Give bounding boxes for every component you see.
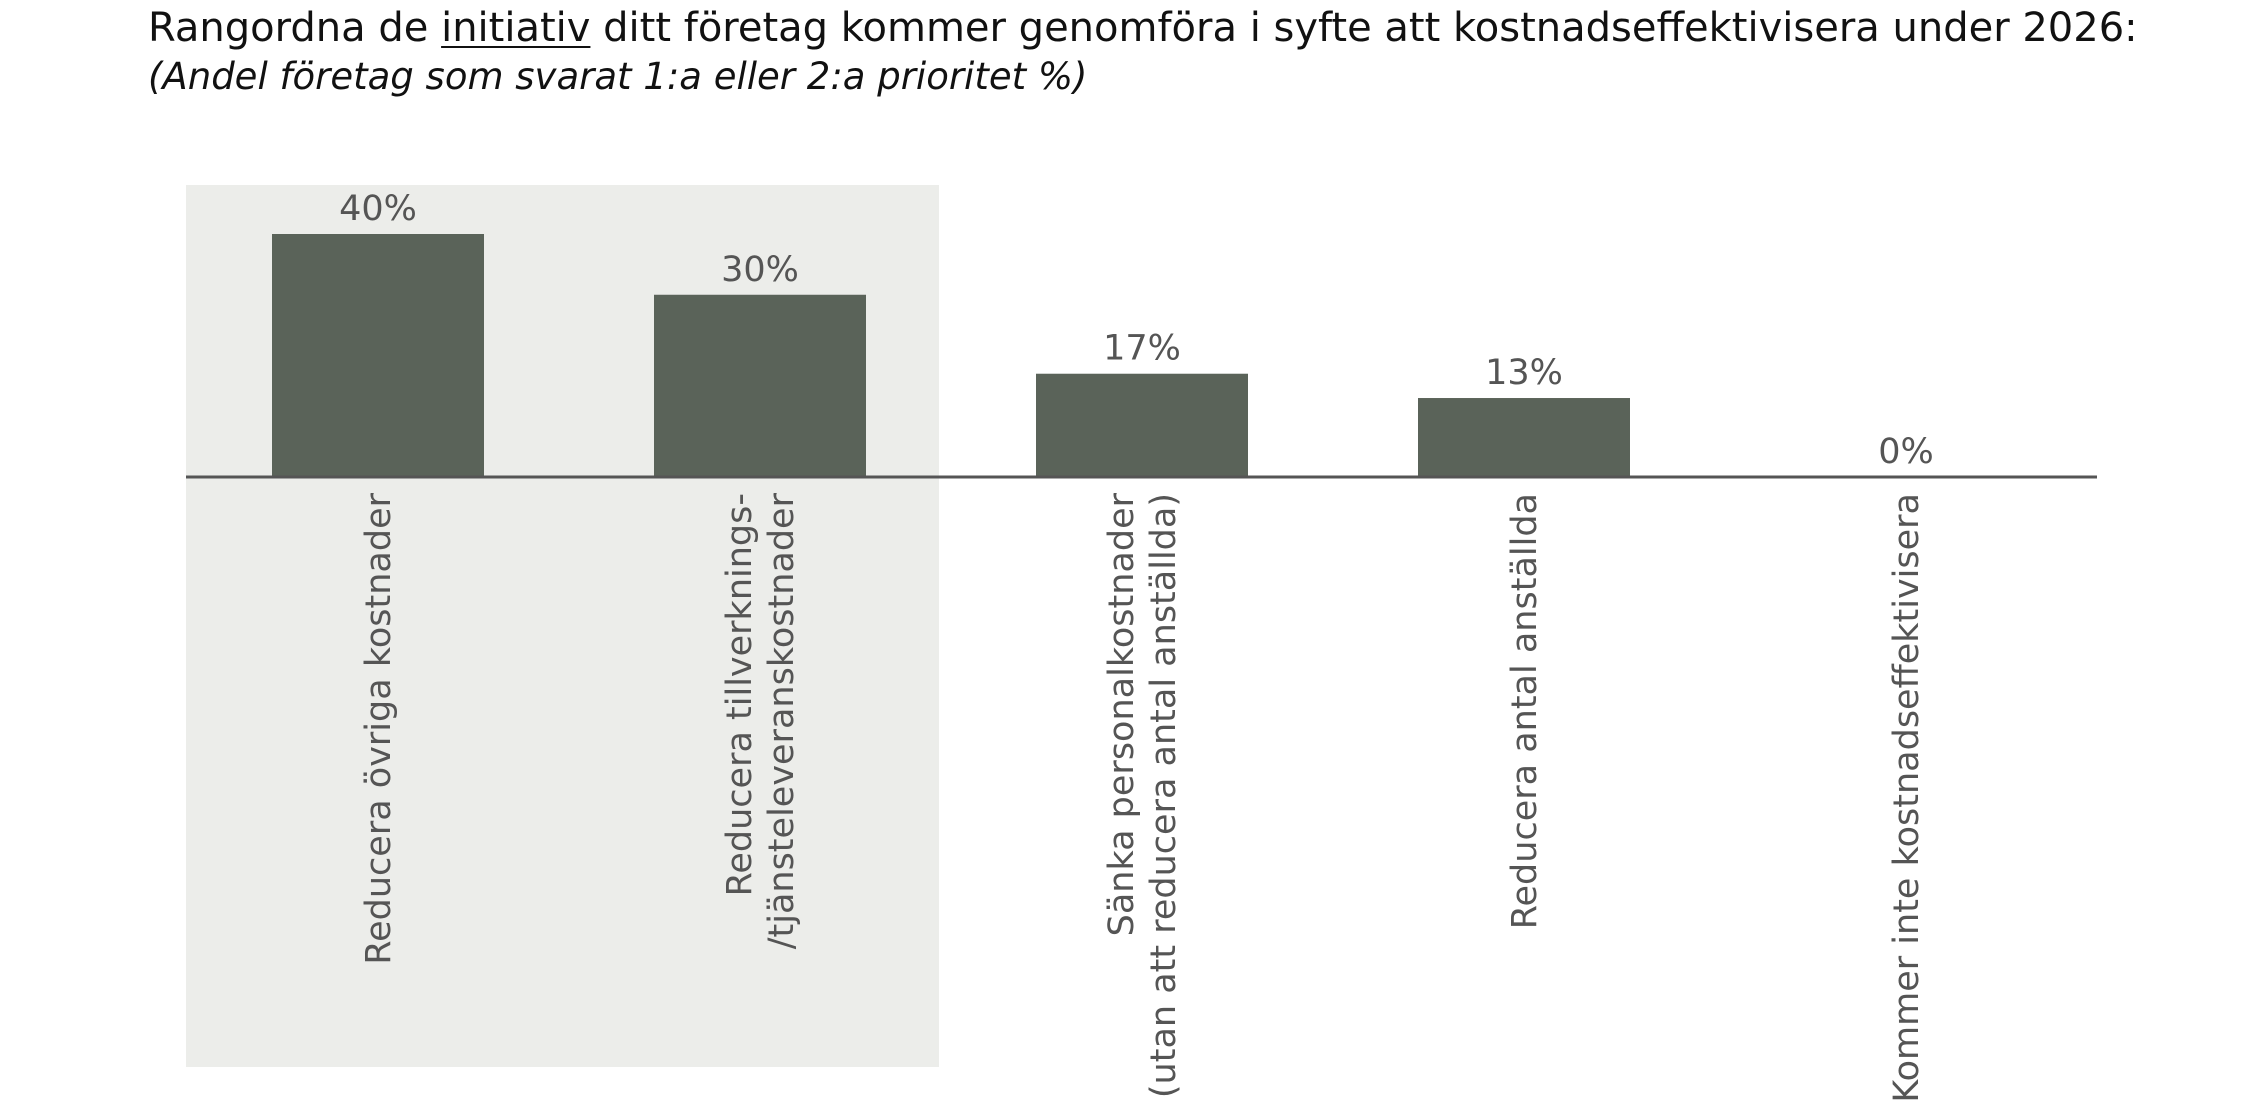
category-label: Kommer inte kostnadseffektivisera [1887,493,1927,1103]
value-label: 0% [1878,432,1934,472]
chart-subtitle: (Andel företag som svarat 1:a eller 2:a … [148,55,1088,98]
category-label: Reducera tillverknings- [720,493,760,896]
bar [1418,398,1630,477]
bar [272,234,484,477]
value-label: 30% [721,250,799,290]
value-label: 40% [339,189,417,229]
bar [654,294,866,477]
chart-title: Rangordna de initiativ ditt företag komm… [148,2,2138,54]
category-label: Sänka personalkostnader [1102,492,1142,936]
value-label: 17% [1103,329,1181,369]
chart-title-underlined-word: initiativ [441,5,591,51]
chart-title-end: ditt företag kommer genomföra i syfte at… [590,5,2138,51]
category-label: Reducera övriga kostnader [359,492,399,964]
category-label: (utan att reducera antal anställda) [1144,493,1184,1098]
category-label: Reducera antal anställda [1505,493,1545,929]
bar [1036,373,1248,477]
chart-title-start: Rangordna de [148,5,442,51]
category-label: /tjänsteleveranskostnader [762,492,802,949]
value-label: 13% [1485,353,1563,393]
